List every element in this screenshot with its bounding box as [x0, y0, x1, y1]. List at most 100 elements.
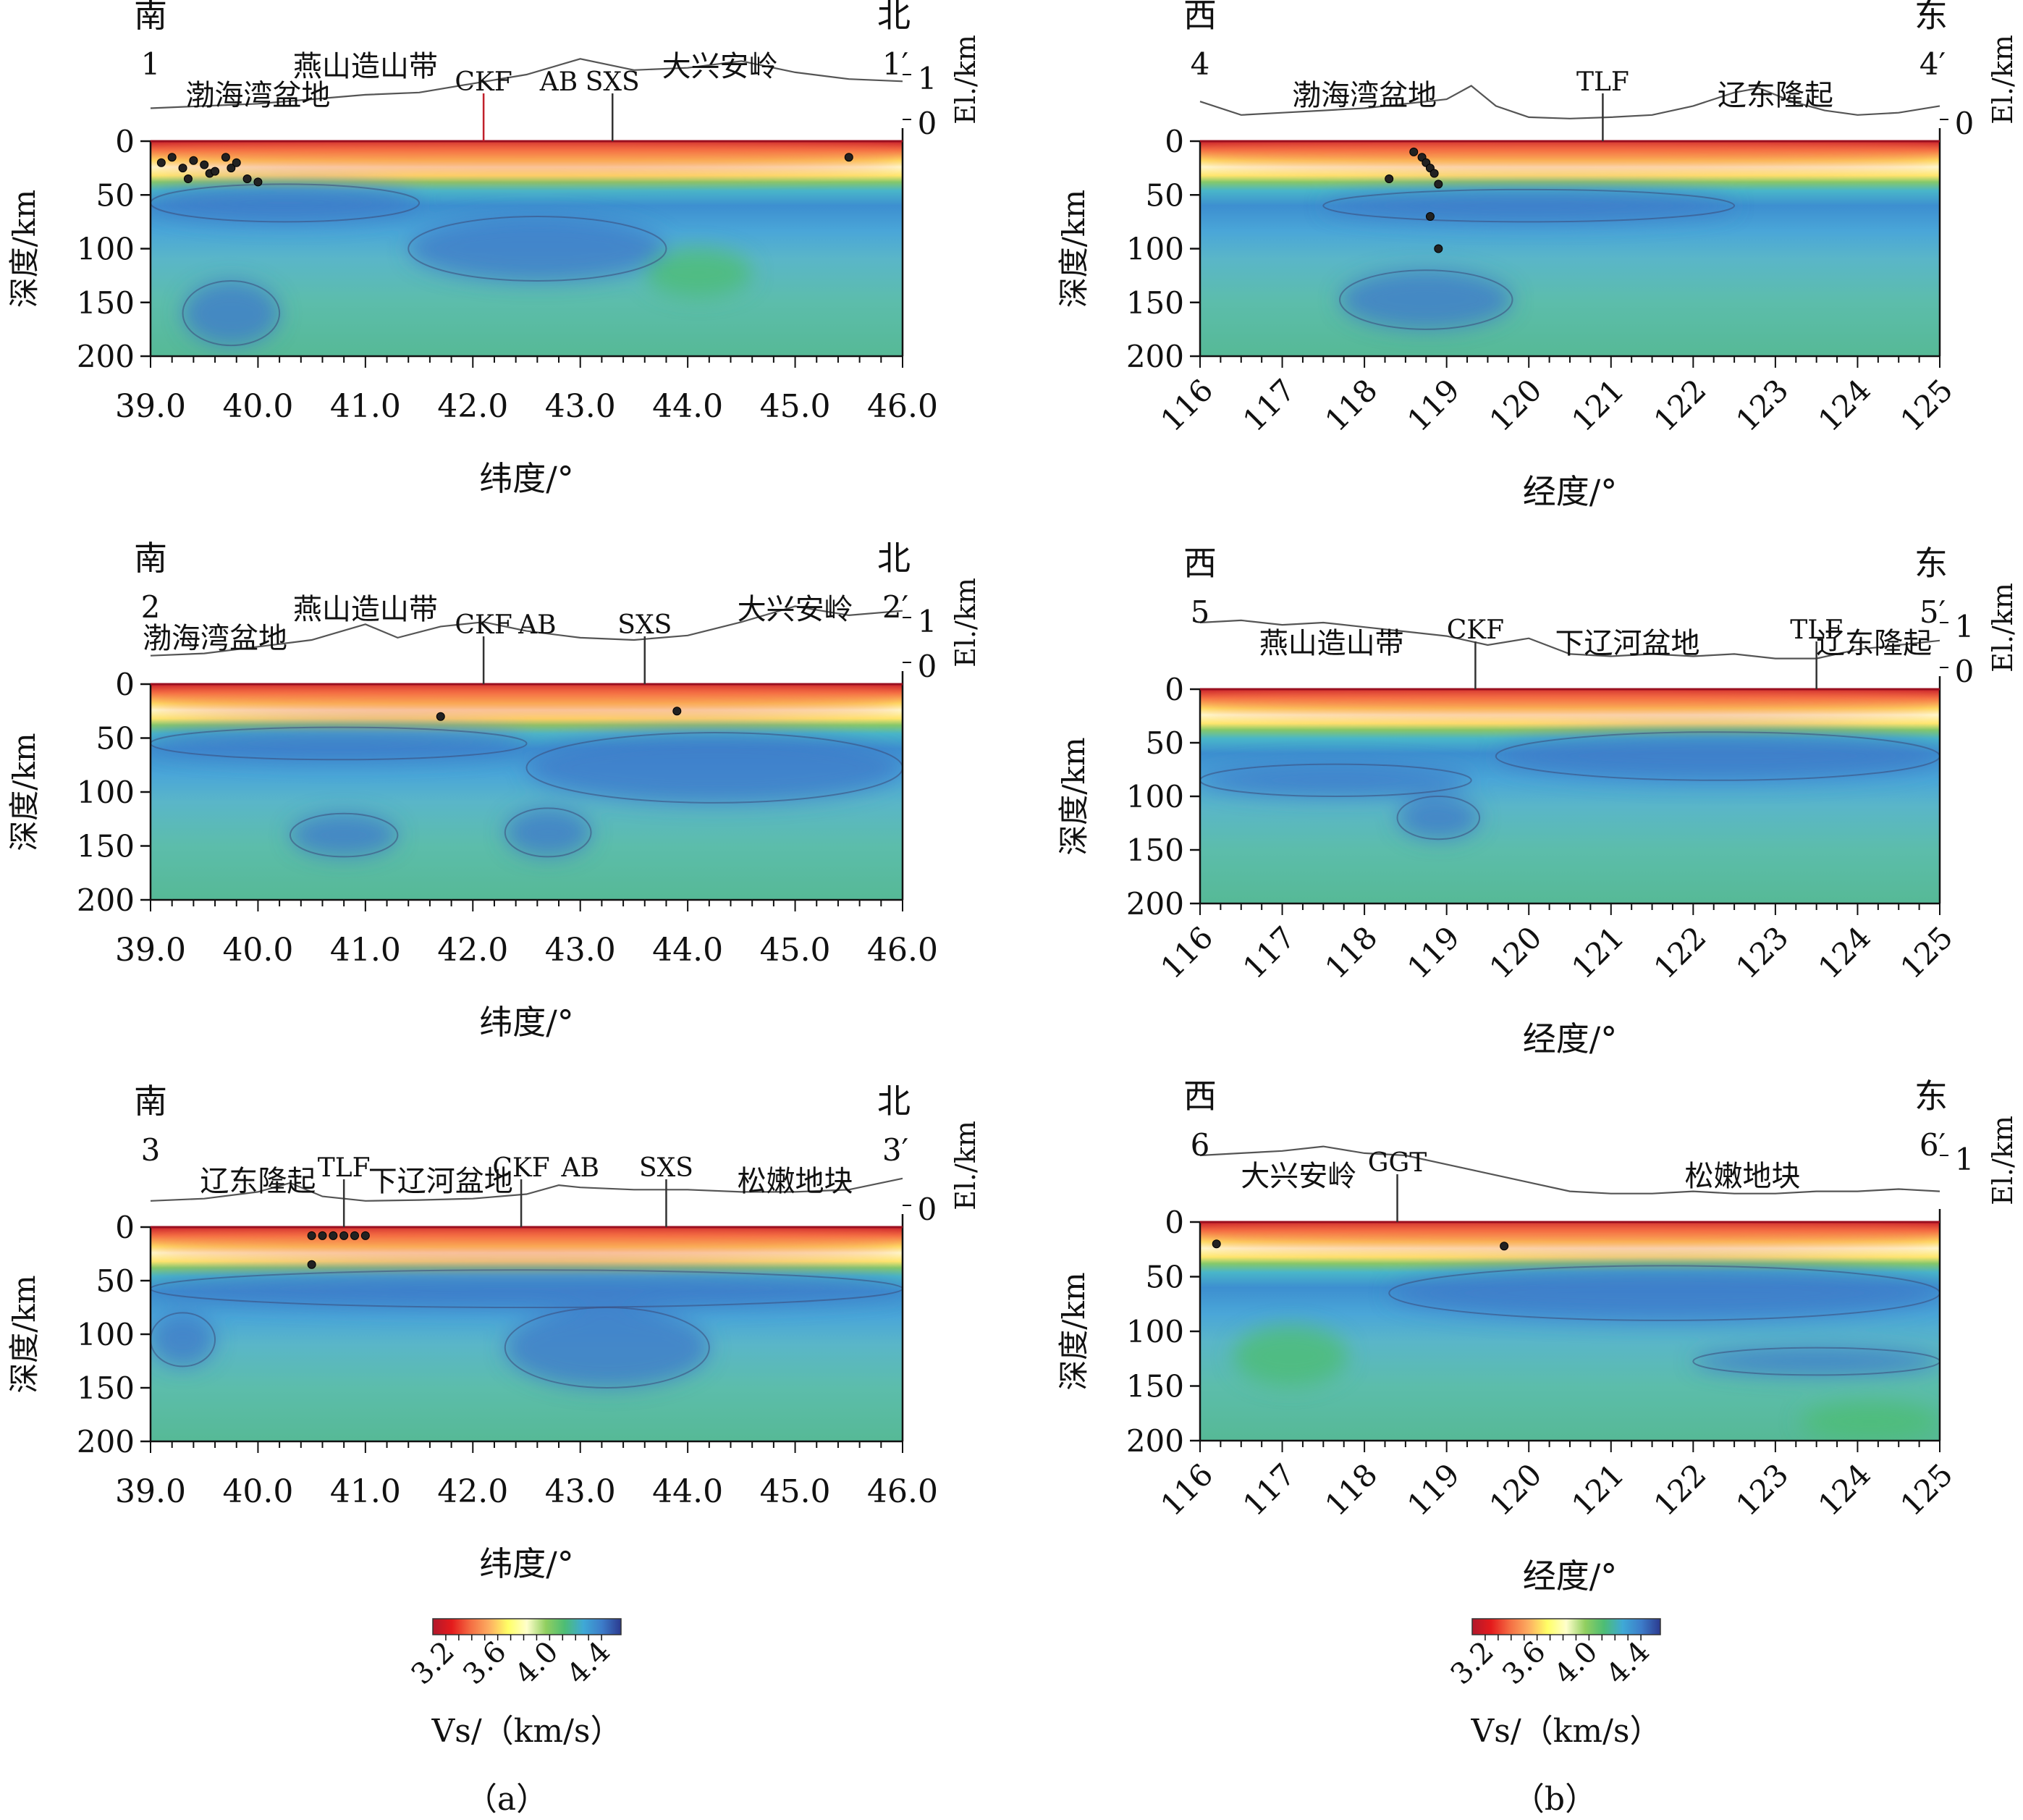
colorbar-gradient	[432, 1618, 622, 1635]
colorbar-b: 3.23.64.04.4 Vs/（km/s）	[1444, 1618, 1661, 1750]
velocity-contour-2	[1322, 188, 1736, 223]
velocity-contour-3	[1692, 1347, 1940, 1376]
x-tick-label: 43.0	[545, 932, 616, 969]
x-axis-label: 经度/°	[1523, 472, 1618, 511]
left-direction-label: 南	[134, 539, 167, 578]
geologic-unit-label: TLF	[318, 1153, 371, 1183]
geologic-unit-label: 渤海湾盆地	[185, 79, 330, 112]
velocity-anomaly-3	[1693, 1347, 1940, 1375]
velocity-field	[151, 141, 903, 356]
velocity-contour-4	[151, 1312, 216, 1368]
elevation-axis-label: El./km	[1987, 35, 2019, 125]
profile-start-label: 2	[141, 589, 161, 625]
velocity-anomaly-2	[151, 727, 527, 760]
x-tick-label: 116	[1154, 1457, 1220, 1522]
velocity-anomaly-3	[1397, 796, 1480, 840]
velocity-anomaly-1	[1200, 689, 1940, 716]
topography-profile	[150, 58, 903, 109]
x-tick-label: 42.0	[437, 932, 508, 969]
profile-panel-2: 0 50 100 150 200 深度/km 116 117 118 119 120 121 122 12…	[1056, 0, 2019, 511]
elevation-axis-label: El./km	[1987, 583, 2019, 673]
x-tick-label: 42.0	[437, 1473, 508, 1510]
elevation-tick-label: 0	[1955, 654, 1975, 689]
x-tick-label: 122	[1647, 372, 1712, 438]
velocity-field	[151, 684, 903, 900]
x-tick-label: 124	[1812, 919, 1878, 985]
velocity-anomaly-1	[151, 1227, 903, 1260]
elevation-axis-label: El./km	[1987, 1116, 2019, 1205]
velocity-contour-4	[182, 280, 281, 347]
x-tick-label: 120	[1482, 372, 1548, 438]
velocity-anomaly-2	[151, 1270, 903, 1307]
depth-tick-label: 150	[77, 829, 135, 864]
geologic-unit-label: AB	[560, 1153, 599, 1183]
depth-tick-label: 100	[1126, 232, 1184, 267]
x-tick-label: 118	[1318, 1457, 1384, 1522]
x-tick-label: 120	[1482, 1457, 1548, 1522]
geologic-unit-label: 大兴安岭	[662, 50, 778, 83]
geologic-unit-label: 燕山造山带	[293, 593, 438, 626]
colorbar-tick-label: 3.6	[457, 1635, 513, 1692]
velocity-background	[1200, 141, 1940, 356]
x-tick-label: 118	[1318, 372, 1384, 438]
depth-tick-label: 100	[77, 775, 135, 810]
elevation-tick-label: 1	[1955, 1142, 1975, 1177]
earthquake-event	[200, 160, 209, 169]
depth-tick-label: 100	[1126, 779, 1184, 814]
colorbar-tick-label: 4.0	[1548, 1635, 1605, 1692]
depth-tick-label: 100	[77, 1317, 135, 1352]
x-tick-label: 46.0	[867, 1473, 938, 1510]
depth-axis-label: 深度/km	[7, 1275, 42, 1393]
x-tick-label: 41.0	[330, 1473, 401, 1510]
earthquake-event	[227, 164, 236, 173]
x-tick-label: 45.0	[760, 388, 831, 425]
profile-start-label: 4	[1191, 46, 1210, 82]
earthquake-event	[436, 712, 445, 721]
x-tick-label: 42.0	[437, 388, 508, 425]
x-tick-label: 125	[1893, 919, 1959, 985]
earthquake-event	[1409, 147, 1419, 156]
geologic-unit-label: GGT	[1368, 1148, 1427, 1178]
elevation-tick-label: 1	[918, 604, 937, 639]
velocity-contour-2	[151, 183, 421, 223]
x-tick-label: 43.0	[545, 388, 616, 425]
velocity-anomaly-3	[408, 216, 667, 282]
earthquake-event	[360, 1231, 370, 1240]
earthquake-event	[1500, 1242, 1509, 1251]
depth-tick-label: 50	[96, 1263, 135, 1299]
x-tick-label: 119	[1401, 1457, 1466, 1522]
velocity-contour-3	[504, 1307, 710, 1389]
x-tick-label: 116	[1154, 372, 1220, 438]
earthquake-event	[242, 174, 252, 183]
topography-profile	[150, 605, 903, 657]
colorbar-a: 3.23.64.04.4 Vs/（km/s）	[405, 1618, 622, 1750]
left-direction-label: 西	[1183, 544, 1217, 583]
profile-panel-1: 0 50 100 150 200 深度/km 39.0 40.0 41.0 42.0 43.0 44.…	[7, 0, 981, 498]
x-tick-label: 124	[1812, 372, 1878, 438]
geologic-unit-label: 下辽河盆地	[1555, 627, 1699, 660]
geologic-unit-label: 辽东隆起	[1718, 79, 1833, 112]
geologic-unit-label: TLF	[1576, 67, 1629, 97]
geologic-unit-label: 辽东隆起	[1816, 627, 1932, 660]
velocity-anomaly-5	[504, 808, 591, 857]
right-direction-label: 东	[1914, 1077, 1948, 1116]
x-tick-label: 125	[1893, 372, 1959, 438]
earthquake-event	[1434, 180, 1443, 189]
x-tick-label: 119	[1401, 372, 1466, 438]
x-tick-label: 116	[1154, 919, 1220, 985]
geologic-unit-label: CKF	[1447, 615, 1504, 645]
x-tick-label: 40.0	[222, 932, 293, 969]
geologic-unit-label: 下辽河盆地	[368, 1165, 513, 1198]
geologic-unit-label: CKF	[492, 1153, 549, 1183]
depth-axis-label: 深度/km	[7, 190, 42, 308]
depth-tick-label: 50	[1146, 177, 1184, 213]
velocity-anomaly-2	[1323, 189, 1735, 222]
velocity-contour-4	[289, 812, 399, 858]
depth-axis-label: 深度/km	[1056, 737, 1091, 855]
right-direction-label: 东	[1914, 544, 1948, 583]
x-axis-label: 纬度/°	[479, 1544, 574, 1583]
elevation-axis-label: El./km	[950, 578, 981, 667]
x-tick-label: 39.0	[115, 932, 186, 969]
earthquake-event	[189, 156, 198, 165]
x-axis-label: 经度/°	[1523, 1019, 1618, 1058]
